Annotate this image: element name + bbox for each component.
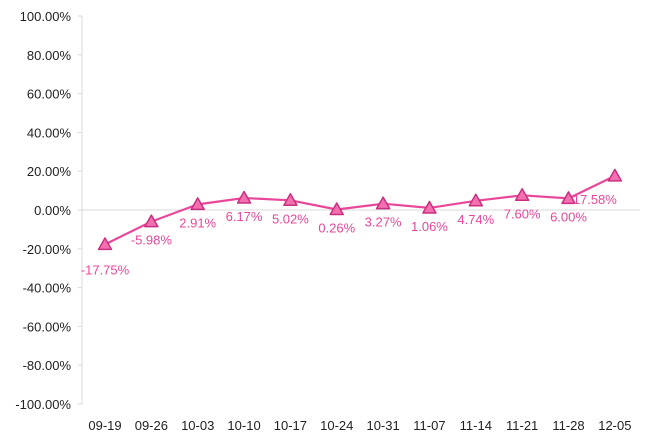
data-label: 6.00%	[550, 209, 587, 224]
x-tick-label: 11-07	[413, 418, 445, 433]
data-label: 0.26%	[318, 220, 355, 235]
data-label: 17.58%	[573, 192, 618, 207]
x-tick-label: 11-14	[460, 418, 492, 433]
x-tick-label: 09-19	[88, 418, 121, 433]
data-label: 7.60%	[504, 206, 541, 221]
y-tick-label: -40.00%	[23, 281, 72, 296]
data-label: -5.98%	[131, 233, 173, 248]
data-label: 2.91%	[179, 215, 216, 230]
data-point-marker	[514, 188, 530, 202]
data-point-marker	[375, 196, 391, 210]
series	[104, 174, 616, 246]
data-label: -17.75%	[81, 262, 130, 277]
y-tick-label: -60.00%	[23, 319, 72, 334]
data-point-marker	[468, 193, 484, 207]
series-line	[104, 174, 616, 246]
x-axis-ticks: 09-19 09-26 10-03 10-10 10-17 10-24 10-31 11-07…	[88, 418, 631, 433]
data-label: 6.17%	[226, 209, 263, 224]
y-tick-label: 20.00%	[27, 164, 72, 179]
data-label: 5.02%	[272, 211, 309, 226]
data-point-marker	[144, 214, 159, 228]
data-label: 1.06%	[411, 219, 448, 234]
x-tick-label: 09-26	[135, 418, 168, 433]
x-tick-label: 11-28	[552, 418, 584, 433]
data-labels: -17.75%-5.98% 2.91% 6.17% 5.02% 0.26% 3.27% 1.…	[81, 192, 617, 278]
y-tick-label: 40.00%	[27, 125, 72, 140]
x-tick-label: 10-03	[181, 418, 214, 433]
data-label: 3.27%	[365, 215, 402, 230]
data-label: 4.74%	[457, 212, 494, 227]
data-point-marker	[236, 190, 252, 204]
y-tick-label: -100.00%	[15, 397, 71, 412]
y-tick-label: -20.00%	[23, 242, 72, 257]
data-point-marker	[97, 237, 113, 251]
x-tick-label: 10-24	[320, 418, 353, 433]
x-tick-label: 10-17	[274, 418, 307, 433]
data-point-marker	[607, 168, 623, 182]
x-tick-label: 10-10	[227, 418, 260, 433]
x-tick-label: 12-05	[598, 418, 631, 433]
data-point-marker	[190, 197, 205, 211]
data-point-marker	[283, 193, 298, 207]
x-tick-label: 11-21	[506, 418, 538, 433]
y-tick-label: 60.00%	[27, 87, 72, 102]
y-tick-label: 0.00%	[34, 203, 71, 218]
data-point-marker	[561, 191, 576, 205]
x-tick-label: 10-31	[366, 418, 399, 433]
markers	[97, 168, 623, 251]
data-point-marker	[329, 202, 344, 216]
data-point-marker	[422, 200, 437, 214]
y-tick-label: -80.00%	[23, 358, 72, 373]
y-tick-label: 80.00%	[27, 48, 72, 63]
y-tick-label: 100.00%	[20, 9, 72, 24]
y-axis-ticks: 100.00% 80.00% 60.00% 40.00% 20.00% 0.00% -20.…	[15, 9, 82, 412]
